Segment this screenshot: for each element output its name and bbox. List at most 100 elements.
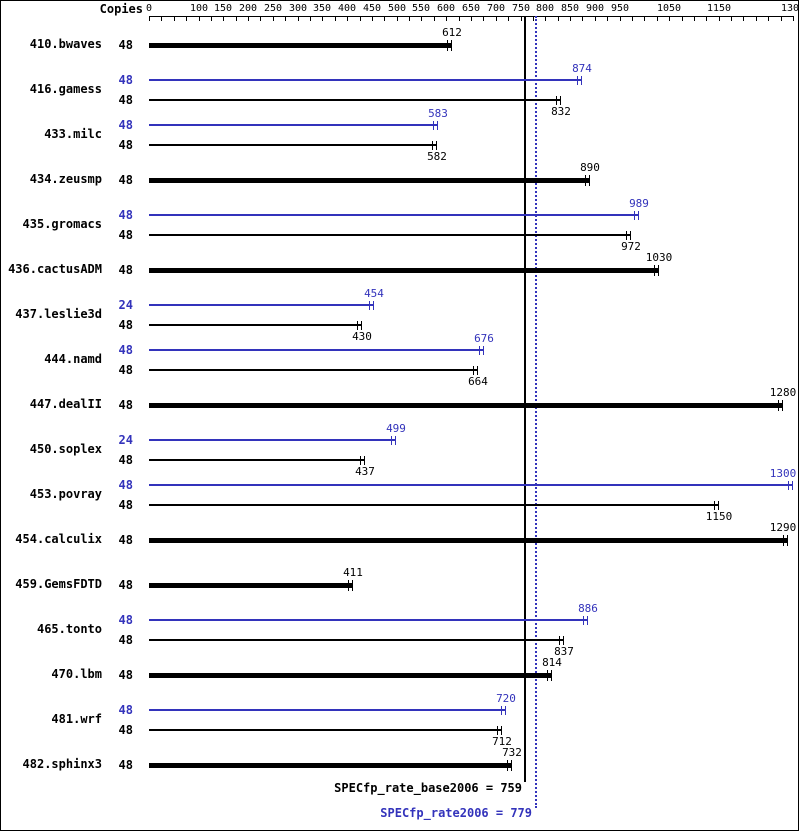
benchmark-name: 450.soplex	[29, 442, 102, 456]
result-bar	[149, 43, 452, 48]
bar-end-cap	[585, 175, 586, 186]
axis-tick	[657, 16, 658, 21]
benchmark-name: 447.dealII	[29, 397, 102, 411]
bar-end-cap	[778, 400, 779, 411]
result-value-label: 1300	[769, 467, 797, 480]
axis-tick	[459, 16, 460, 21]
axis-tick-label: 1050	[656, 3, 682, 14]
bar-end-cap	[583, 616, 584, 625]
copies-value: 48	[118, 758, 133, 772]
result-value-label: 437	[355, 465, 375, 478]
axis-tick	[397, 16, 398, 21]
copies-value: 48	[118, 613, 133, 627]
copies-value: 48	[118, 318, 133, 332]
copies-value: 48	[118, 633, 133, 647]
axis-tick	[496, 16, 497, 21]
axis-tick	[199, 16, 200, 21]
axis-tick	[223, 16, 224, 21]
axis-tick	[607, 16, 608, 21]
benchmark-name: 481.wrf	[51, 712, 102, 726]
benchmark-name: 433.milc	[44, 127, 102, 141]
axis-tick-label: 500	[387, 3, 407, 14]
axis-tick	[558, 16, 559, 21]
result-value-label: 837	[554, 645, 574, 658]
result-value-label: 612	[442, 26, 462, 39]
result-value-label: 712	[492, 735, 512, 748]
axis-tick	[211, 16, 212, 21]
axis-tick-label: 250	[263, 3, 283, 14]
bar-end-cap	[782, 400, 783, 411]
result-value-label: 430	[352, 330, 372, 343]
result-bar	[149, 324, 362, 326]
result-bar	[149, 504, 719, 506]
axis-tick-label: 800	[535, 3, 555, 14]
axis-tick	[434, 16, 435, 21]
result-bar	[149, 234, 631, 236]
axis-tick-label: 650	[461, 3, 481, 14]
bar-end-cap	[638, 211, 639, 220]
result-value-label: 732	[502, 746, 522, 759]
bar-end-cap	[654, 265, 655, 276]
result-bar	[149, 484, 793, 486]
axis-tick	[372, 16, 373, 21]
copies-value: 48	[118, 263, 133, 277]
bar-end-cap	[352, 580, 353, 591]
axis-tick	[682, 16, 683, 21]
base-reference-line	[524, 16, 526, 782]
result-bar	[149, 369, 478, 371]
axis-tick	[743, 16, 744, 21]
bar-end-cap	[560, 96, 561, 105]
bar-end-cap	[497, 726, 498, 735]
bar-end-cap	[373, 301, 374, 310]
bar-end-cap	[436, 141, 437, 150]
copies-value: 48	[118, 498, 133, 512]
bar-end-cap	[433, 121, 434, 130]
bar-end-cap	[432, 141, 433, 150]
result-value-label: 814	[542, 656, 562, 669]
copies-value: 48	[118, 73, 133, 87]
axis-tick-label: 950	[610, 3, 630, 14]
bar-end-cap	[587, 616, 588, 625]
axis-tick	[347, 16, 348, 21]
axis-tick	[756, 16, 757, 21]
axis-tick	[285, 16, 286, 21]
result-bar	[149, 214, 639, 216]
bar-end-cap	[634, 211, 635, 220]
axis-tick-label: 400	[337, 3, 357, 14]
copies-value: 48	[118, 723, 133, 737]
axis-tick	[545, 16, 546, 21]
copies-column-header: Copies	[99, 2, 143, 16]
axis-tick	[508, 16, 509, 21]
bar-end-cap	[559, 636, 560, 645]
axis-tick	[298, 16, 299, 21]
copies-value: 48	[118, 38, 133, 52]
bar-end-cap	[626, 231, 627, 240]
copies-value: 48	[118, 173, 133, 187]
benchmark-name: 470.lbm	[51, 667, 102, 681]
benchmark-name: 434.zeusmp	[29, 172, 102, 186]
base-summary-label: SPECfp_rate_base2006 = 759	[334, 781, 522, 795]
result-bar	[149, 439, 396, 441]
bar-end-cap	[551, 670, 552, 681]
axis-tick	[669, 16, 670, 21]
copies-value: 48	[118, 228, 133, 242]
copies-value: 48	[118, 93, 133, 107]
axis-tick-label: 150	[213, 3, 233, 14]
bar-end-cap	[718, 501, 719, 510]
benchmark-name: 482.sphinx3	[22, 757, 102, 771]
bar-end-cap	[483, 346, 484, 355]
result-bar	[149, 304, 374, 306]
result-value-label: 582	[427, 150, 447, 163]
axis-tick	[719, 16, 720, 21]
result-bar	[149, 178, 590, 183]
result-value-label: 874	[572, 62, 592, 75]
bar-end-cap	[556, 96, 557, 105]
result-bar	[149, 673, 552, 678]
bar-end-cap	[788, 481, 789, 490]
benchmark-name: 436.cactusADM	[8, 262, 102, 276]
result-bar	[149, 268, 659, 273]
axis-tick	[360, 16, 361, 21]
axis-tick	[260, 16, 261, 21]
axis-tick-label: 850	[560, 3, 580, 14]
axis-tick-label: 600	[436, 3, 456, 14]
